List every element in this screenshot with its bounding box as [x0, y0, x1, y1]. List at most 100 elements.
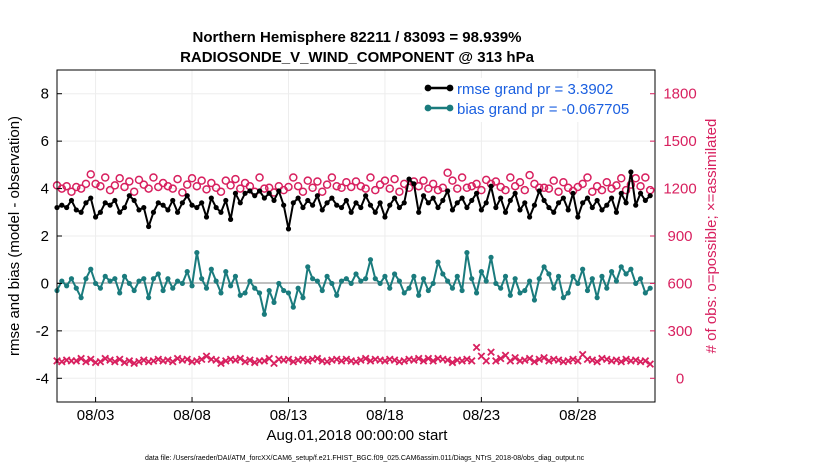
rmse-point	[285, 226, 292, 232]
rmse-point	[594, 197, 600, 204]
bias-point	[252, 285, 258, 291]
assimilated-obs-point	[414, 354, 423, 363]
bias-point	[633, 280, 639, 287]
bias-point	[464, 250, 470, 256]
assimilated-obs-point	[135, 357, 143, 366]
bias-point	[203, 285, 210, 291]
assimilated-obs-point	[115, 355, 124, 364]
possible-obs-point	[583, 173, 592, 182]
assimilated-obs-point	[82, 357, 90, 366]
possible-obs-point	[578, 179, 587, 189]
assimilated-obs-point	[588, 356, 597, 364]
rmse-point	[223, 197, 229, 204]
rmse-point	[232, 190, 239, 196]
bias-line	[56, 251, 651, 316]
possible-obs-point	[149, 173, 158, 182]
rmse-point	[170, 197, 176, 204]
y2-tick-label: 900	[667, 228, 692, 245]
possible-obs-point	[506, 173, 515, 182]
bias-point	[353, 271, 359, 277]
assimilated-obs-point	[463, 355, 471, 364]
bias-point	[88, 266, 94, 272]
rmse-point	[131, 197, 137, 204]
possible-obs-point	[419, 176, 428, 185]
bias-point	[637, 276, 644, 282]
assimilated-obs-point	[506, 357, 515, 365]
rmse-point	[334, 202, 340, 208]
bias-point	[59, 278, 65, 284]
rmse-point	[348, 209, 354, 215]
bias-point	[584, 287, 591, 294]
assimilated-obs-point	[429, 357, 437, 365]
possible-obs-point	[303, 176, 313, 185]
rmse-point	[498, 195, 504, 201]
assimilated-obs-point	[299, 355, 307, 364]
bias-point	[536, 276, 542, 282]
assimilated-obs-point	[356, 356, 365, 364]
rmse-point	[266, 190, 272, 196]
bias-point	[551, 285, 557, 291]
bias-point	[377, 280, 383, 287]
rmse-point	[160, 202, 166, 208]
possible-obs-point	[457, 173, 467, 182]
bias-point	[218, 290, 224, 296]
possible-obs-point	[433, 185, 443, 195]
possible-obs-point	[636, 181, 645, 191]
bias-point	[416, 292, 422, 298]
possible-obs-point	[424, 184, 433, 193]
y-axis-label: rmse and bias (model - observation)	[6, 116, 23, 356]
bias-point	[488, 254, 494, 260]
possible-obs-point	[197, 176, 206, 185]
assimilated-obs-point	[602, 355, 611, 364]
possible-obs-point	[216, 187, 226, 196]
rmse-point	[445, 188, 451, 194]
rmse-point	[464, 204, 470, 211]
assimilated-obs-point	[250, 358, 259, 367]
rmse-point	[367, 202, 374, 208]
x-tick-label: 08/08	[173, 407, 211, 424]
possible-obs-point	[91, 179, 100, 189]
rmse-point	[107, 202, 113, 208]
bias-point	[647, 285, 653, 291]
rmse-point	[300, 204, 306, 211]
possible-obs-point	[120, 182, 129, 192]
bias-point	[150, 276, 157, 282]
assimilated-obs-point	[530, 357, 539, 366]
assimilated-obs-point	[564, 357, 573, 365]
possible-obs-point	[356, 181, 366, 191]
assimilated-obs-point	[337, 357, 346, 365]
possible-obs-point	[207, 178, 216, 188]
bias-point	[623, 271, 629, 277]
rmse-point	[647, 193, 653, 199]
possible-obs-point	[76, 184, 86, 193]
assimilated-obs-point	[289, 357, 298, 366]
possible-obs-point	[477, 185, 486, 195]
assimilated-obs-point	[236, 354, 245, 363]
possible-obs-point	[438, 183, 448, 193]
legend-rmse-label: rmse grand pr = 3.3902	[457, 81, 613, 98]
bias-point	[507, 292, 513, 298]
assimilated-obs-point	[193, 357, 201, 365]
possible-obs-point	[62, 181, 71, 191]
rmse-point	[580, 200, 586, 206]
assimilated-obs-point	[323, 357, 331, 366]
rmse-point	[68, 197, 75, 204]
assimilated-obs-point	[520, 356, 529, 364]
bias-point	[604, 285, 610, 291]
possible-obs-point	[72, 182, 81, 192]
assimilated-obs-point	[149, 357, 158, 365]
assimilated-obs-point	[617, 357, 626, 366]
bias-point	[242, 290, 248, 296]
y2-tick-label: 1800	[663, 86, 696, 103]
possible-obs-point	[385, 184, 395, 193]
bias-point	[324, 273, 330, 279]
rmse-point	[637, 190, 644, 196]
rmse-point	[391, 195, 398, 201]
bias-point	[271, 299, 277, 305]
rmse-point	[97, 209, 104, 215]
assimilated-obs-point	[535, 355, 544, 364]
assimilated-obs-point	[496, 354, 505, 363]
bias-point	[107, 278, 113, 284]
rmse-point	[372, 209, 378, 215]
rmse-point	[295, 195, 301, 201]
